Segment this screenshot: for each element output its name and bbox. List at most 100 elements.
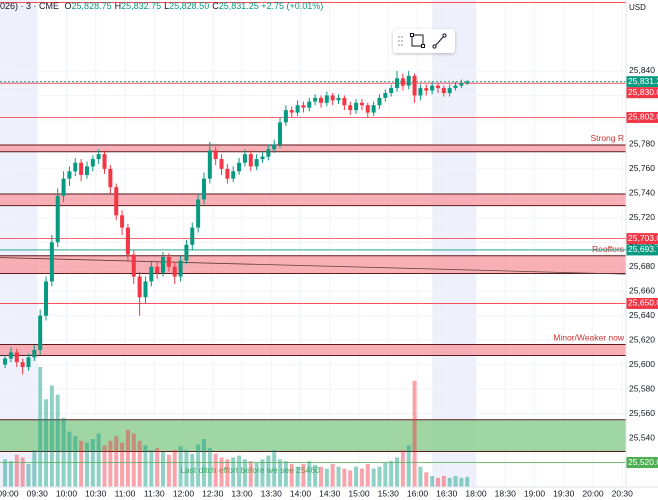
volume-bar xyxy=(149,450,154,487)
volume-bar xyxy=(424,472,429,487)
volume-bar xyxy=(412,380,417,487)
candle-body xyxy=(38,315,43,350)
candle-body xyxy=(8,352,13,359)
trendline-tool[interactable] xyxy=(432,33,447,49)
y-tick-label: 25,780 xyxy=(629,139,655,149)
volume-bar xyxy=(55,394,60,487)
candle-body xyxy=(14,352,19,363)
candle-body xyxy=(242,154,247,163)
volume-bar xyxy=(278,459,283,487)
price-label-box xyxy=(626,87,658,99)
price-label: 25,520.00 xyxy=(628,457,658,467)
zone xyxy=(0,255,626,274)
volume-bar xyxy=(26,463,31,487)
volume-bar xyxy=(90,439,95,487)
candle-body xyxy=(79,162,84,175)
candle-body xyxy=(84,166,89,175)
candle-body xyxy=(324,95,329,103)
candle-body xyxy=(395,78,400,89)
candle-body xyxy=(424,88,429,91)
candle-body xyxy=(377,97,382,106)
candle-body xyxy=(166,256,171,267)
y-tick-label: 25,620 xyxy=(629,334,655,344)
volume-bar xyxy=(73,436,78,487)
candle-body xyxy=(155,266,160,273)
x-tick-label: 10:00 xyxy=(56,488,78,498)
price-label: 25,831.25 xyxy=(628,76,658,86)
candle-body xyxy=(172,266,177,277)
volume-bar xyxy=(324,468,329,487)
volume-bar xyxy=(266,455,271,487)
volume-bar xyxy=(213,453,218,487)
price-label-box xyxy=(626,297,658,309)
field-label: C xyxy=(212,1,219,11)
volume-bar xyxy=(231,457,236,487)
price-label-box xyxy=(626,111,658,123)
session-highlight xyxy=(0,0,38,487)
y-tick-label: 25,580 xyxy=(629,383,655,393)
volume-bar xyxy=(301,463,306,487)
price-label-box xyxy=(626,457,658,469)
zone-label: Last ditch effort before we see 25460 xyxy=(180,465,320,475)
trendline xyxy=(0,257,627,275)
price-label: 25,802.00 xyxy=(628,112,658,122)
zone xyxy=(0,144,626,152)
x-tick-label: 10:30 xyxy=(85,488,107,498)
volume-bar xyxy=(225,459,230,487)
volume-bar xyxy=(155,448,160,487)
candle-body xyxy=(237,162,242,172)
candle-body xyxy=(219,159,224,169)
candle-body xyxy=(44,281,49,316)
rectangle-tool[interactable] xyxy=(410,33,425,48)
candle-body xyxy=(289,110,294,113)
x-tick-label: 18:30 xyxy=(495,488,517,498)
volume-bar xyxy=(348,470,353,487)
candle-body xyxy=(418,88,423,96)
zone-label: Reoffers xyxy=(592,244,624,254)
volume-bar xyxy=(447,477,452,487)
volume-bar xyxy=(400,450,405,487)
volume-bar xyxy=(79,440,84,487)
candle-body xyxy=(400,78,405,86)
candle-body xyxy=(178,260,183,277)
volume-bar xyxy=(242,459,247,487)
volume-bar xyxy=(383,463,388,487)
field-label: L xyxy=(164,1,170,11)
candle-body xyxy=(266,149,271,157)
volume-bar xyxy=(459,477,464,487)
price-label-box xyxy=(626,244,658,256)
candle-body xyxy=(365,105,370,113)
volume-bar xyxy=(166,454,171,487)
volume-bar xyxy=(38,367,43,487)
candle-body xyxy=(430,85,435,91)
volume-bar xyxy=(313,464,318,487)
candle-body xyxy=(278,122,283,145)
x-tick-label: 11:00 xyxy=(115,488,136,498)
volume-bar xyxy=(248,461,253,487)
volume-bar xyxy=(184,450,189,487)
x-tick-label: 20:00 xyxy=(582,488,604,498)
volume-bar xyxy=(254,463,259,487)
candle-body xyxy=(231,171,236,179)
drawing-toolbar xyxy=(393,29,455,53)
volume-bar xyxy=(377,466,382,487)
x-tick-label: 13:00 xyxy=(231,488,253,498)
volume-bar xyxy=(196,444,201,487)
candle-body xyxy=(125,227,130,255)
header: 026) · 3 · CME O25,828.75 H25,832.75 L25,8… xyxy=(0,1,323,11)
candle-body xyxy=(447,88,452,93)
zone xyxy=(0,419,626,452)
volume-bar xyxy=(44,399,49,487)
x-tick-label: 12:30 xyxy=(202,488,224,498)
candle-body xyxy=(32,349,37,358)
volume-bar xyxy=(272,450,277,487)
volume-bar xyxy=(289,463,294,487)
candle-body xyxy=(161,256,166,273)
volume-bar xyxy=(125,429,130,487)
drag-handle[interactable] xyxy=(398,36,403,46)
x-tick-label: 19:00 xyxy=(524,488,546,498)
volume-bar xyxy=(8,461,13,487)
volume-bar xyxy=(465,476,470,487)
zone xyxy=(0,344,626,356)
x-tick-label: 09:00 xyxy=(0,488,19,498)
